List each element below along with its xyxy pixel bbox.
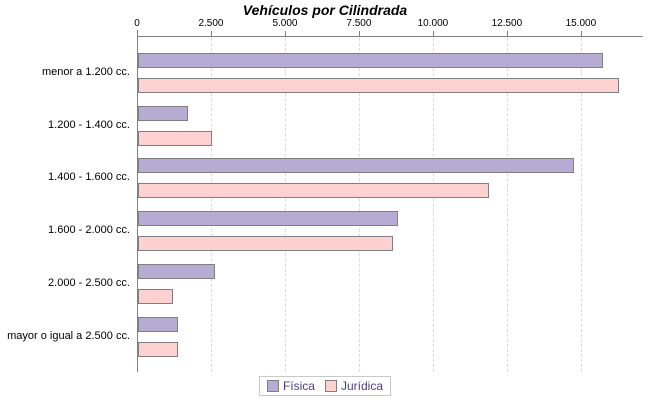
x-tick-mark: [358, 31, 360, 37]
category-label: 2.000 - 2.500 cc.: [48, 276, 130, 289]
x-tick-mark: [210, 31, 212, 37]
chart-title: Vehículos por Cilindrada: [242, 2, 408, 18]
category-label: mayor o igual a 2.500 cc.: [7, 329, 130, 342]
x-tick-label: 0: [134, 18, 140, 29]
bar-juridica: [138, 183, 490, 199]
bar-juridica: [138, 341, 178, 357]
bar-juridica: [138, 78, 620, 93]
x-tick-label: 15.000: [565, 18, 597, 29]
gridline: [580, 38, 582, 372]
x-tick-mark: [506, 31, 508, 37]
gridline: [358, 38, 360, 372]
category-label: 1.400 - 1.600 cc.: [48, 171, 130, 184]
x-tick-mark: [137, 31, 138, 37]
bar-fisica: [138, 105, 189, 121]
bar-juridica: [138, 236, 394, 252]
gridline: [432, 38, 434, 372]
gridline: [210, 38, 212, 372]
legend-item: Jurídica: [324, 379, 384, 393]
legend-label: Física: [282, 379, 315, 393]
x-tick-label: 2.500: [198, 18, 224, 29]
bar-fisica: [138, 158, 574, 174]
legend-swatch: [324, 380, 337, 392]
legend: Física Jurídica: [258, 376, 392, 396]
x-tick-mark: [284, 31, 286, 37]
bar-fisica: [138, 263, 216, 279]
bar-fisica: [138, 53, 603, 68]
gridline: [284, 38, 286, 372]
y-axis-line: [137, 30, 138, 372]
category-label: menor a 1.200 cc.: [41, 66, 130, 78]
gridline: [506, 38, 508, 372]
legend-label: Jurídica: [340, 379, 384, 393]
bar-juridica: [138, 130, 213, 146]
x-tick-label: 5.000: [272, 18, 298, 29]
x-tick-label: 10.000: [417, 18, 449, 29]
category-label: 1.200 - 1.400 cc.: [48, 118, 130, 131]
x-tick-label: 12.500: [491, 18, 523, 29]
category-label: 1.600 - 2.000 cc.: [48, 224, 130, 237]
legend-swatch: [266, 380, 279, 392]
x-tick-mark: [432, 31, 434, 37]
bar-fisica: [138, 316, 179, 332]
bar-juridica: [138, 288, 173, 304]
plot-area: 0 2.500 5.000 7.500 10.000 12.500 15.000: [134, 18, 643, 373]
legend-item: Física: [266, 379, 315, 393]
x-tick-label: 7.500: [346, 18, 372, 29]
bar-fisica: [138, 211, 398, 227]
x-tick-mark: [580, 31, 582, 37]
